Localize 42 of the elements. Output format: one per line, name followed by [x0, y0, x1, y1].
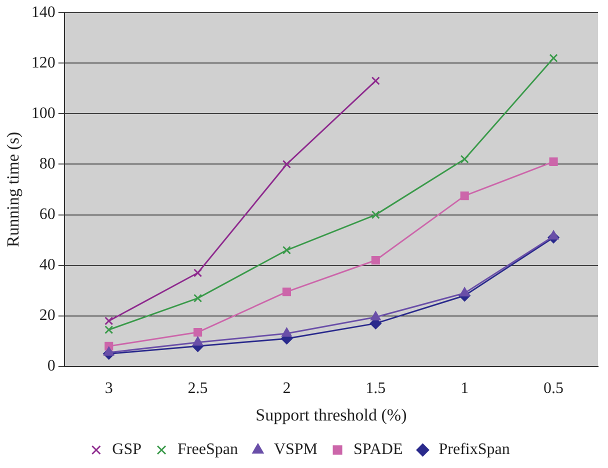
point [460, 287, 470, 296]
point [104, 346, 114, 356]
legend-label: FreeSpan [178, 441, 238, 458]
point [104, 316, 114, 326]
x-tick-label: 1 [460, 380, 469, 398]
y-tick-label: 40 [39, 256, 56, 274]
point [282, 160, 292, 169]
y-tick-label: 120 [31, 54, 56, 72]
point [282, 328, 292, 337]
point [282, 288, 292, 296]
point [194, 294, 202, 302]
point [371, 76, 380, 86]
point [194, 268, 202, 278]
legend-label: PrefixSpan [438, 441, 510, 458]
point [549, 54, 558, 62]
x-tick-label: 2 [282, 380, 291, 398]
point [282, 246, 292, 254]
y-tick-label: 140 [31, 4, 56, 21]
point [460, 154, 469, 164]
legend-label: GSP [112, 441, 142, 458]
x-axis-title: Support threshold (%) [256, 405, 407, 424]
x-tick-label: 1.5 [366, 380, 386, 398]
point [548, 230, 559, 240]
y-tick-label: 20 [39, 307, 56, 324]
y-tick-label: 0 [47, 358, 56, 375]
legend-label: SPADE [354, 441, 403, 458]
point [371, 256, 380, 265]
y-tick-label: 60 [39, 206, 56, 223]
point [192, 336, 203, 346]
y-tick-label: 100 [31, 104, 56, 122]
point [371, 210, 380, 220]
point [370, 311, 381, 320]
legend-label: VSPM [274, 441, 318, 458]
x-tick-label: 3 [104, 380, 113, 398]
x-tick-label: 2.5 [188, 380, 208, 398]
y-axis-title: Running time (s) [4, 132, 23, 248]
x-tick-label: 0.5 [544, 380, 564, 398]
point [194, 328, 202, 337]
point [549, 157, 558, 166]
y-tick-label: 80 [39, 155, 56, 172]
point [460, 192, 469, 200]
point [104, 325, 114, 334]
